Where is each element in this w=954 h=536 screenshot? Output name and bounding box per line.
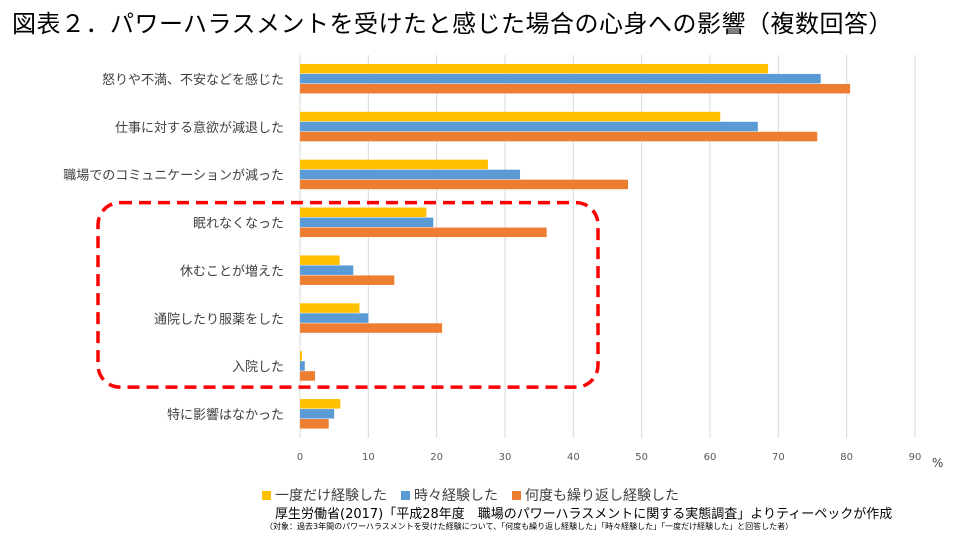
bar [300,169,521,180]
chart-title: 図表２．パワーハラスメントを受けたと感じた場合の心身への影響（複数回答） [12,10,894,38]
bar [300,73,821,84]
category-label: 仕事に対する意欲が減退した [115,120,284,136]
category-label: 職場でのコミュニケーションが減った [63,168,284,184]
category-label: 特に影響はなかった [167,407,284,423]
legend-swatch [401,490,410,500]
x-tick-label: 50 [635,452,648,463]
source-text: 厚生労働省(2017)「平成28年度 職場のパワーハラスメントに関する実態調査」… [275,507,893,522]
bar [300,255,340,265]
highlight-box [96,200,600,389]
category-label: 休むことが増えた [180,264,284,279]
legend: 一度だけ経験した 時々経験した 何度も繰り返し経験した [262,485,679,505]
bar [300,83,851,94]
bar [300,217,434,228]
x-tick-label: 70 [772,452,785,463]
x-tick-label: 10 [362,452,375,463]
bar [300,207,427,218]
x-tick-label: 40 [567,452,580,463]
legend-item: 一度だけ経験した [262,485,387,505]
bar [300,303,360,313]
category-label: 通院したり服薬をした [154,312,284,327]
bar [300,409,335,419]
bar [300,265,354,275]
x-tick-label: 80 [840,452,853,463]
legend-item: 時々経験した [401,485,498,505]
bar [300,131,818,142]
bar [300,275,395,285]
x-tick-label: 30 [499,452,512,463]
bar [300,361,305,371]
x-tick-label: 20 [430,452,443,463]
bar [300,227,547,238]
legend-label: 何度も繰り返し経験した [525,488,679,504]
bar [300,351,303,361]
x-tick-label: 60 [704,452,717,463]
bar [300,111,721,122]
bar [300,371,316,381]
legend-label: 時々経験した [414,488,498,504]
x-tick-label: 90 [909,452,922,463]
bar [300,323,443,333]
legend-swatch [512,490,521,500]
bar [300,63,769,74]
category-label: 怒りや不満、不安などを感じた [102,72,284,88]
bar [300,159,488,170]
bar [300,313,369,323]
category-label: 入院した [232,360,284,375]
bar [300,121,758,132]
axis-unit: % [932,456,944,470]
category-label: 眠れなくなった [193,217,284,232]
bar [300,179,628,190]
legend-swatch [262,490,271,500]
bar [300,399,341,409]
bar [300,419,329,429]
legend-label: 一度だけ経験した [275,488,387,504]
legend-item: 何度も繰り返し経験した [512,485,679,505]
x-tick-label: 0 [297,452,303,463]
note-text: （対象：過去3年間のパワーハラスメントを受けた経験について、「何度も繰り返し経験… [265,522,794,531]
